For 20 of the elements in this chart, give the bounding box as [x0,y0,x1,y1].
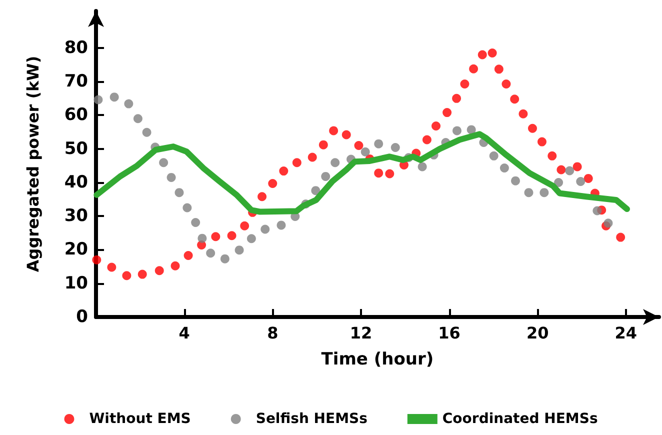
legend-label: Coordinated HEMSs [442,411,598,427]
x-tick-label: 8 [267,324,278,342]
y-tick-label: 60 [64,105,88,126]
y-tick-label: 30 [64,206,88,226]
x-tick-label: 12 [350,324,372,342]
y-tick-label: 0 [76,307,88,327]
y-axis-title: Aggregated power (kW) [24,56,42,272]
legend-label: Without EMS [89,411,191,427]
x-tick-label: 24 [614,324,638,342]
legend-label: Selfish HEMSs [256,411,368,427]
x-tick-label: 16 [438,324,460,342]
y-tick-label: 70 [64,72,88,92]
y-tick-label: 10 [64,273,88,294]
x-tick-label: 4 [178,324,190,342]
x-axis-title: Time (hour) [321,350,434,370]
y-tick-label: 50 [64,138,88,159]
y-tick-label: 80 [64,38,88,58]
y-tick-label: 20 [64,240,88,260]
x-tick-label: 20 [526,324,549,342]
y-tick-label: 40 [64,172,88,192]
